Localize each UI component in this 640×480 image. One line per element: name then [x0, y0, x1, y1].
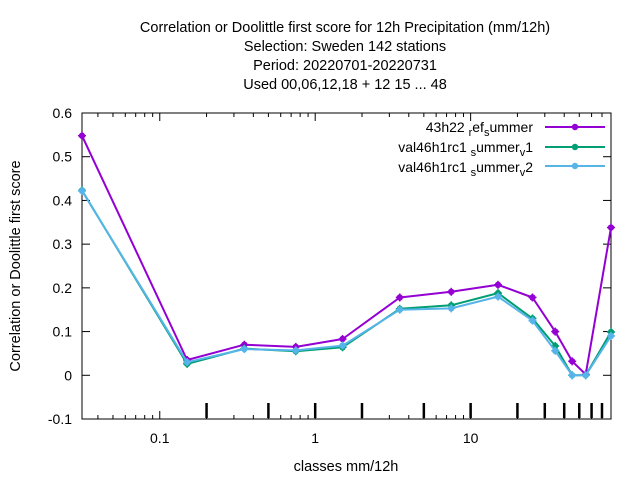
- y-tick-label-4: 0.3: [53, 236, 73, 252]
- title-line-4: Used 00,06,12,18 + 12 15 ... 48: [243, 77, 447, 93]
- y-tick-label-2: 0.1: [53, 324, 73, 340]
- y-tick-label-0: -0.1: [48, 411, 72, 427]
- x-axis-label: classes mm/12h: [294, 459, 399, 475]
- series-1-point-12: [607, 223, 615, 232]
- legend-marker-3: [571, 162, 579, 170]
- series-3: [78, 186, 615, 380]
- series-2: [78, 186, 615, 380]
- series-3-point-0: [78, 186, 86, 195]
- series-group: [78, 131, 615, 380]
- y-tick-label-3: 0.2: [53, 280, 73, 296]
- y-tick-label-1: 0: [64, 367, 72, 383]
- legend-label-3: val46h1rc1 summerv2: [398, 159, 533, 179]
- x-tick-label-2: 10: [463, 430, 479, 446]
- y-axis-label: Correlation or Doolittle first score: [8, 160, 24, 371]
- y-axis: -0.1 0 0.1 0.2 0.3 0.4 0.5 0.6: [48, 105, 611, 427]
- plot-frame: [81, 112, 612, 420]
- legend-entry-2: val46h1rc1 summerv1: [398, 139, 605, 159]
- y-tick-label-5: 0.4: [53, 192, 73, 208]
- series-1-point-8: [528, 293, 537, 302]
- series-3-point-5: [395, 305, 404, 314]
- series-3-point-12: [607, 331, 615, 340]
- series-3-point-8: [528, 316, 537, 325]
- series-1: [78, 131, 615, 379]
- legend-marker-2: [571, 143, 579, 151]
- y-tick-label-7: 0.6: [53, 105, 73, 121]
- legend-entry-3: val46h1rc1 summerv2: [398, 159, 605, 179]
- title-line-3: Period: 20220701-20220731: [253, 58, 437, 74]
- series-1-point-6: [447, 287, 456, 296]
- legend: 43h22 refsummer val46h1rc1 summerv1 val4…: [398, 119, 605, 179]
- y-tick-label-6: 0.5: [53, 149, 73, 165]
- series-3-point-2: [240, 345, 249, 354]
- x-tick-label-0: 0.1: [150, 430, 170, 446]
- chart-title: Correlation or Doolittle first score for…: [140, 20, 550, 93]
- series-1-point-10: [568, 357, 577, 366]
- series-1-point-9: [551, 327, 560, 336]
- series-1-point-7: [494, 280, 503, 289]
- title-line-1: Correlation or Doolittle first score for…: [140, 20, 550, 36]
- series-3-point-10: [568, 371, 577, 380]
- series-3-point-3: [291, 346, 300, 355]
- x-axis: 0.1 1 10: [97, 113, 612, 446]
- legend-entry-1: 43h22 refsummer: [426, 119, 605, 139]
- legend-label-1: 43h22 refsummer: [426, 119, 534, 139]
- series-3-point-1: [183, 358, 192, 367]
- series-3-point-7: [494, 292, 503, 301]
- series-1-point-5: [395, 293, 404, 302]
- series-1-point-0: [78, 131, 86, 140]
- series-3-point-11: [581, 371, 590, 380]
- x-tick-label-1: 1: [311, 430, 319, 446]
- legend-marker-1: [571, 123, 579, 131]
- series-3-point-6: [447, 304, 456, 313]
- title-line-2: Selection: Sweden 142 stations: [244, 39, 446, 55]
- series-3-point-4: [338, 341, 347, 350]
- series-3-point-9: [551, 346, 560, 355]
- legend-label-2: val46h1rc1 summerv1: [398, 139, 533, 159]
